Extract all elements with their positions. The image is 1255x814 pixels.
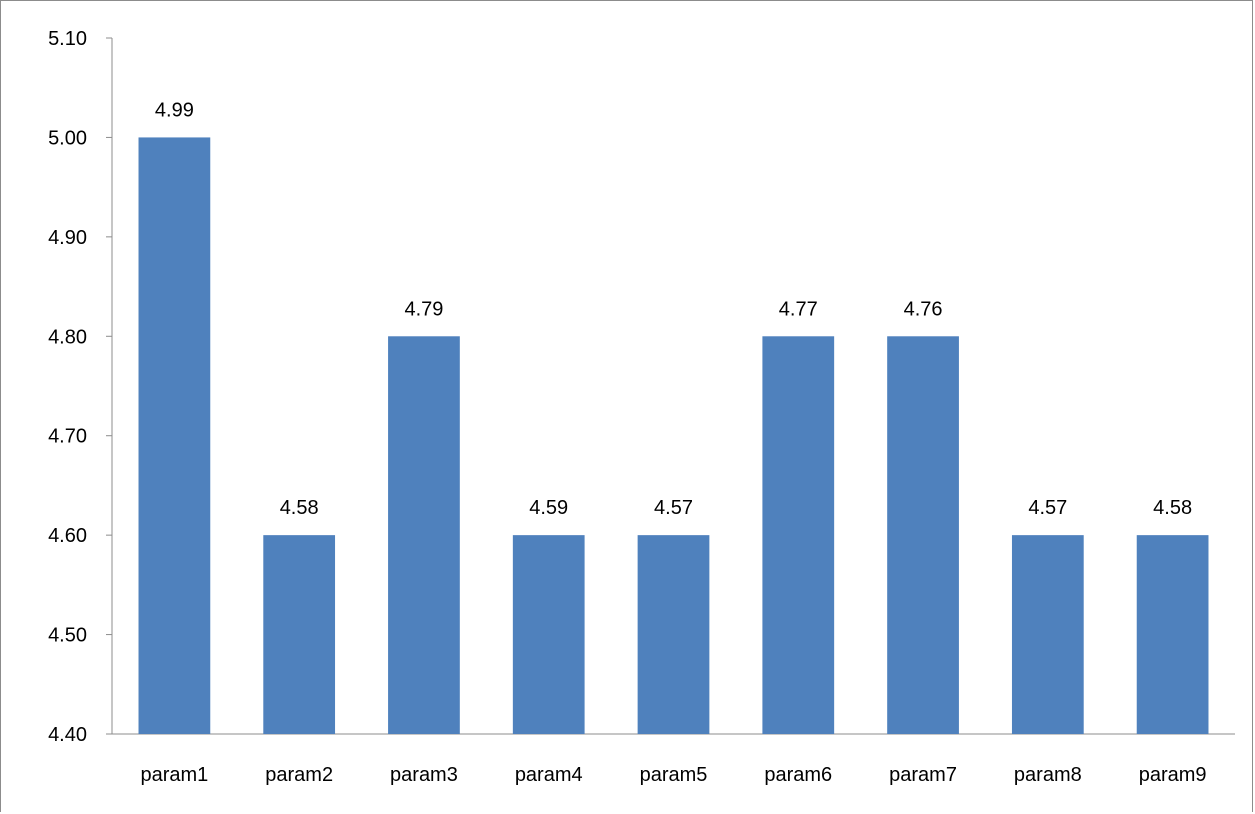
y-tick-label: 4.40 [48,724,87,746]
y-tick-label: 4.50 [48,625,87,647]
data-label-param8: 4.57 [1028,497,1067,519]
y-tick-label: 5.00 [48,127,87,149]
data-labels: 4.99 4.58 4.79 4.59 4.57 4.77 4.76 4.57 4.58 [155,99,1192,519]
bar-param1 [138,137,211,734]
y-tick-label: 5.10 [48,28,87,50]
x-tick-label: param2 [265,764,333,786]
bar-param9 [1136,535,1209,734]
x-tick-label: param7 [889,764,957,786]
bar-param7 [887,336,959,734]
x-tick-label: param4 [515,764,583,786]
data-label-param9: 4.58 [1153,497,1192,519]
y-axis-ticks: 4.40 4.50 4.60 4.70 4.80 4.90 5.00 5.10 [48,28,112,746]
data-label-param3: 4.79 [404,298,443,320]
x-tick-label: param3 [390,764,458,786]
x-axis-labels: param1 param2 param3 param4 param5 param6 para… [140,764,1206,786]
bar-param2 [263,535,336,734]
x-tick-label: param8 [1014,764,1082,786]
bars [138,137,1209,734]
bar-param3 [388,336,460,734]
x-tick-label: param1 [140,764,208,786]
data-label-param5: 4.57 [654,497,693,519]
y-tick-label: 4.60 [48,525,87,547]
data-label-param6: 4.77 [779,298,818,320]
x-tick-label: param6 [764,764,832,786]
bar-param6 [762,336,835,734]
data-label-param7: 4.76 [904,298,943,320]
bar-param5 [637,535,710,734]
y-tick-label: 4.70 [48,426,87,448]
y-tick-label: 4.80 [48,326,87,348]
x-tick-label: param5 [640,764,708,786]
data-label-param2: 4.58 [280,497,319,519]
y-tick-label: 4.90 [48,227,87,249]
data-label-param1: 4.99 [155,99,194,121]
data-label-param4: 4.59 [529,497,568,519]
bar-param4 [512,535,585,734]
bar-param8 [1011,535,1084,734]
x-tick-label: param9 [1139,764,1207,786]
